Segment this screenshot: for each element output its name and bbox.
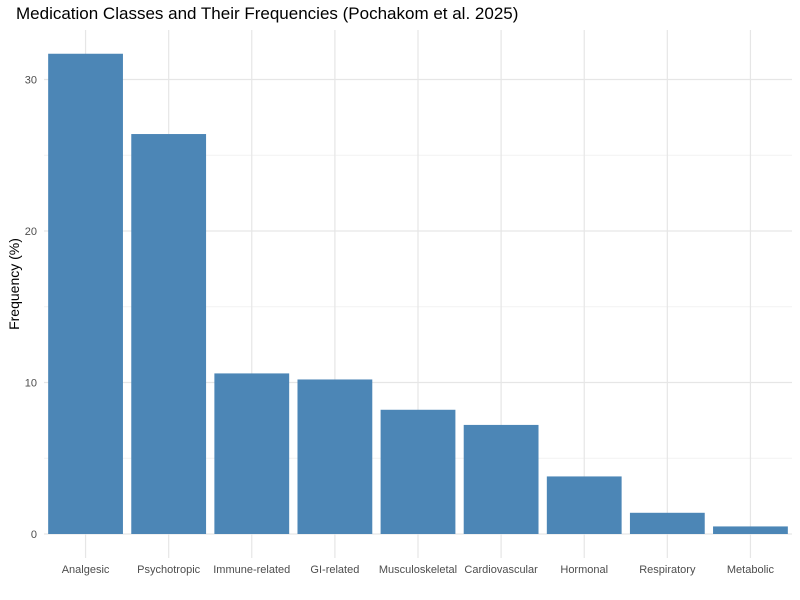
x-tick-label: Metabolic [727, 564, 775, 576]
bar-analgesic [48, 53, 123, 535]
x-tick-label: Immune-related [213, 564, 290, 576]
bar-psychotropic [131, 134, 207, 535]
bar-cardiovascular [463, 424, 539, 534]
y-tick-label: 10 [25, 378, 37, 390]
x-tick-label: Musculoskeletal [379, 564, 457, 576]
x-tick-label: Hormonal [560, 564, 608, 576]
x-tick-label: GI-related [310, 564, 359, 576]
chart-title: Medication Classes and Their Frequencies… [16, 4, 519, 23]
x-tick-label: Cardiovascular [464, 564, 538, 576]
y-tick-label: 30 [25, 75, 37, 87]
y-tick-label: 0 [31, 529, 37, 541]
bar-musculoskeletal [380, 409, 456, 534]
x-tick-label: Analgesic [62, 564, 110, 576]
bar-hormonal [546, 476, 622, 534]
bar-metabolic [713, 526, 788, 534]
y-tick-label: 20 [25, 226, 37, 238]
x-tick-label: Respiratory [639, 564, 696, 576]
bar-immune-related [214, 373, 290, 534]
bar-gi-related [297, 379, 373, 534]
x-tick-label: Psychotropic [137, 564, 200, 576]
bar-respiratory [629, 512, 705, 534]
